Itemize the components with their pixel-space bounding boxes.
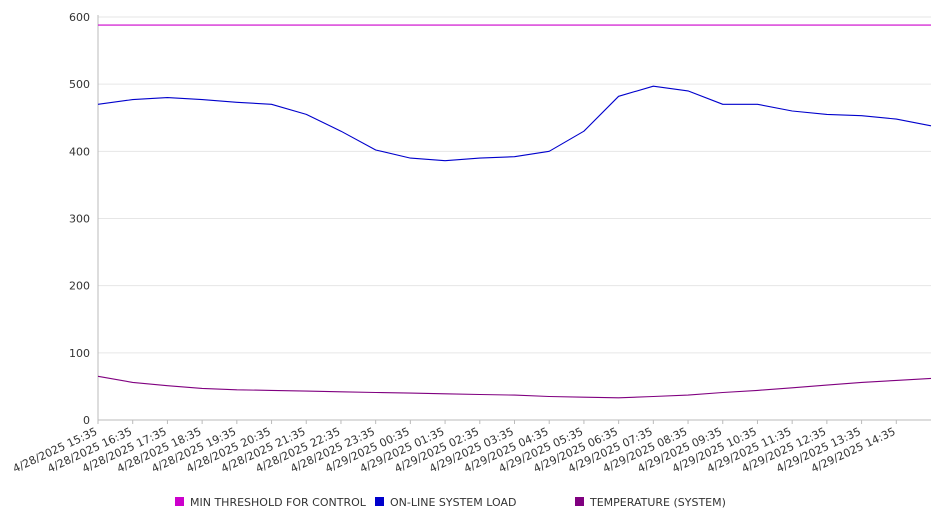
y-tick-label: 500 (69, 78, 90, 91)
legend: MIN THRESHOLD FOR CONTROL ON-LINE SYSTEM … (175, 496, 726, 509)
legend-label: TEMPERATURE (SYSTEM) (589, 496, 726, 509)
legend-swatch (375, 497, 384, 506)
y-axis-ticks: 0 100 200 300 400 500 600 (69, 11, 90, 427)
legend-label: MIN THRESHOLD FOR CONTROL (190, 496, 367, 509)
axes (97, 15, 931, 421)
legend-swatch (175, 497, 184, 506)
y-tick-label: 0 (83, 414, 90, 427)
series-line-2 (97, 375, 932, 399)
x-axis-ticks: 4/28/2025 15:354/28/2025 16:354/28/2025 … (11, 420, 898, 475)
y-tick-label: 300 (69, 213, 90, 226)
y-tick-label: 100 (69, 347, 90, 360)
y-tick-label: 200 (69, 280, 90, 293)
series-line-1 (97, 85, 932, 162)
y-tick-label: 600 (69, 11, 90, 24)
series-lines (97, 24, 932, 399)
gridlines (98, 16, 931, 354)
y-tick-label: 400 (69, 145, 90, 158)
legend-swatch (575, 497, 584, 506)
legend-label: ON-LINE SYSTEM LOAD (390, 496, 516, 509)
